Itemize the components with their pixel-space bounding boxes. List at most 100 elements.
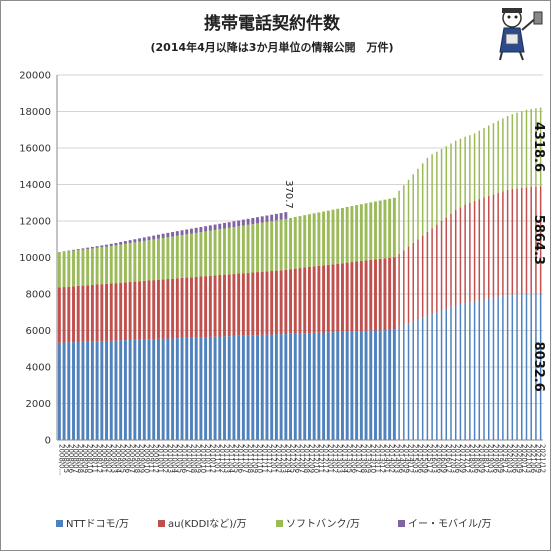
x-tick-label: 2010/04 <box>171 444 179 474</box>
x-tick-label: 2008/11 <box>90 444 98 473</box>
x-tick-label: 2012/10 <box>312 444 320 473</box>
bar-segment <box>270 271 274 335</box>
bar-segment <box>199 227 203 233</box>
x-tick-label: 2011/04 <box>227 444 235 474</box>
bar-segment <box>436 312 438 440</box>
bar-segment <box>440 310 443 440</box>
bar-segment <box>62 342 66 440</box>
bar-segment <box>128 243 132 282</box>
chart-title: 携帯電話契約件数 <box>204 13 341 34</box>
bar-segment <box>539 186 542 294</box>
bar-segment <box>284 212 288 219</box>
bar-segment <box>392 329 396 440</box>
x-tick-label: 2014/12 <box>407 444 415 473</box>
bar-segment <box>105 283 109 341</box>
bar-segment <box>105 340 109 440</box>
bar-segment <box>109 246 113 284</box>
bar-segment <box>241 335 245 440</box>
bar-segment <box>502 118 504 192</box>
chart-subtitle: (2014年4月以降は3か月単位の情報公開 万件) <box>151 40 394 54</box>
bar-segment <box>161 279 165 339</box>
bar-segment <box>274 220 278 271</box>
bar-segment <box>398 326 400 440</box>
bar-segment <box>530 109 532 187</box>
bar-segment <box>142 237 146 241</box>
bar-segment <box>388 329 392 440</box>
bar-segment <box>284 334 288 440</box>
x-tick-label: 2011/06 <box>237 444 245 474</box>
x-tick-label: 2009/11 <box>147 444 155 473</box>
bar-segment <box>194 232 198 277</box>
bar-segment <box>369 259 373 331</box>
bar-segment <box>511 294 514 440</box>
bar-segment <box>431 154 433 229</box>
y-axis-ticks: 0 2000 4000 6000 8000 10000 12000 14000 16000 180… <box>19 71 51 447</box>
bar-segment <box>185 229 189 235</box>
bar-segment <box>227 227 231 275</box>
bar-segment <box>213 224 217 230</box>
bar-segment <box>289 333 293 440</box>
bar-segment <box>119 244 123 283</box>
bar-segment <box>521 111 523 188</box>
bar-segment <box>223 228 226 275</box>
bar-segment <box>412 242 414 322</box>
bar-segment <box>185 234 189 278</box>
bar-segment <box>436 151 438 225</box>
bar-segment <box>232 335 236 440</box>
bars <box>57 107 542 440</box>
bar-segment <box>502 295 504 440</box>
x-tick-label: 2016/09 <box>440 444 448 473</box>
y-tick-label: 20000 <box>19 71 51 82</box>
bar-segment <box>119 340 123 440</box>
x-tick-label: 2011/11 <box>260 444 268 473</box>
bar-segment <box>383 199 387 259</box>
bar-segment <box>241 225 245 274</box>
bar-segment <box>72 250 75 287</box>
bar-segment <box>359 260 363 332</box>
x-tick-label: 2013/04 <box>340 444 348 474</box>
bar-segment <box>511 189 514 295</box>
bar-segment <box>341 263 344 332</box>
bar-segment <box>516 112 518 189</box>
bar-segment <box>469 135 471 203</box>
bar-segment <box>76 250 80 286</box>
bar-segment <box>521 187 523 294</box>
y-tick-label: 6000 <box>26 326 51 337</box>
bar-segment <box>440 221 443 311</box>
data-label: 5864.3 <box>531 215 546 265</box>
bar-segment <box>378 258 382 331</box>
bar-segment <box>100 245 104 248</box>
bar-segment <box>270 214 274 222</box>
bar-segment <box>317 332 321 440</box>
bar-segment <box>403 250 405 326</box>
bar-segment <box>326 332 330 440</box>
bar-segment <box>450 213 452 307</box>
x-tick-label: 2016/12 <box>444 444 452 473</box>
bar-segment <box>403 185 405 251</box>
bar-segment <box>265 271 269 335</box>
bar-segment <box>199 337 203 440</box>
bar-segment <box>322 211 326 266</box>
bar-segment <box>256 217 259 224</box>
bar-segment <box>213 229 217 276</box>
bar-segment <box>251 224 255 273</box>
bar-segment <box>237 273 241 336</box>
bar-segment <box>156 238 160 280</box>
bar-segment <box>417 168 419 240</box>
bar-segment <box>530 186 532 294</box>
bar-segment <box>303 215 307 268</box>
x-tick-label: 2008/08 <box>76 444 84 473</box>
bar-segment <box>487 125 490 196</box>
bar-segment <box>119 241 123 245</box>
bar-segment <box>260 216 264 223</box>
bar-segment <box>171 278 175 339</box>
bar-segment <box>478 300 481 440</box>
bar-segment <box>492 297 495 440</box>
bar-segment <box>81 341 85 440</box>
bar-segment <box>142 280 146 340</box>
x-tick-label: 2012/05 <box>289 444 297 473</box>
bar-segment <box>307 333 311 440</box>
data-label: 370.7 <box>283 180 294 209</box>
x-tick-label: 2014/09 <box>402 444 410 473</box>
x-tick-label: 2013/03 <box>336 444 344 473</box>
